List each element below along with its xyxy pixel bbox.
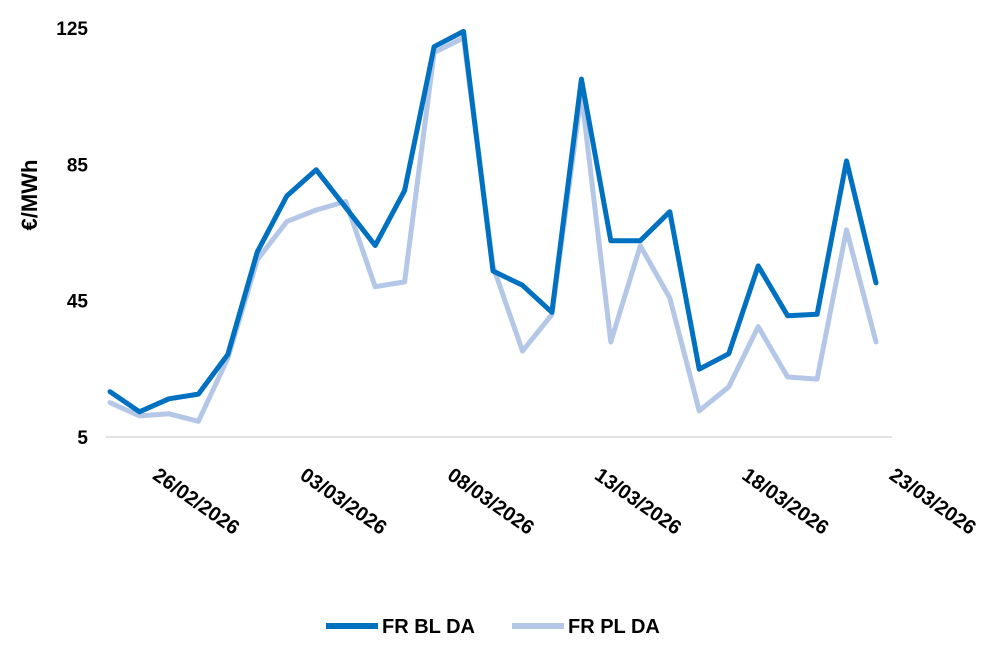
legend-label: FR BL DA: [382, 616, 475, 638]
y-axis-label: €/MWh: [17, 160, 42, 231]
y-tick-label: 45: [67, 292, 89, 313]
x-tick-label: 13/03/2026: [591, 464, 686, 539]
x-tick-label: 03/03/2026: [296, 464, 391, 539]
legend-label: FR PL DA: [568, 616, 660, 638]
y-axis: €/MWh 5 45 85 125: [17, 19, 88, 449]
y-tick-label: 5: [77, 428, 88, 449]
x-tick-label: 26/02/2026: [149, 464, 244, 539]
y-tick-labels: 5 45 85 125: [56, 19, 88, 449]
y-tick-label: 125: [56, 19, 88, 40]
x-tick-label: 18/03/2026: [738, 464, 833, 539]
series-line-fr-bl-da: [107, 28, 879, 415]
y-tick-label: 85: [67, 155, 89, 176]
series-group: [107, 28, 879, 424]
x-tick-labels: 26/02/2026 03/03/2026 08/03/2026 13/03/2026…: [149, 464, 980, 539]
series-line-fr-pl-da: [107, 35, 879, 424]
legend: FR BL DA FR PL DA: [326, 616, 660, 638]
x-tick-label: 08/03/2026: [443, 464, 538, 539]
x-tick-label: 23/03/2026: [885, 464, 980, 539]
